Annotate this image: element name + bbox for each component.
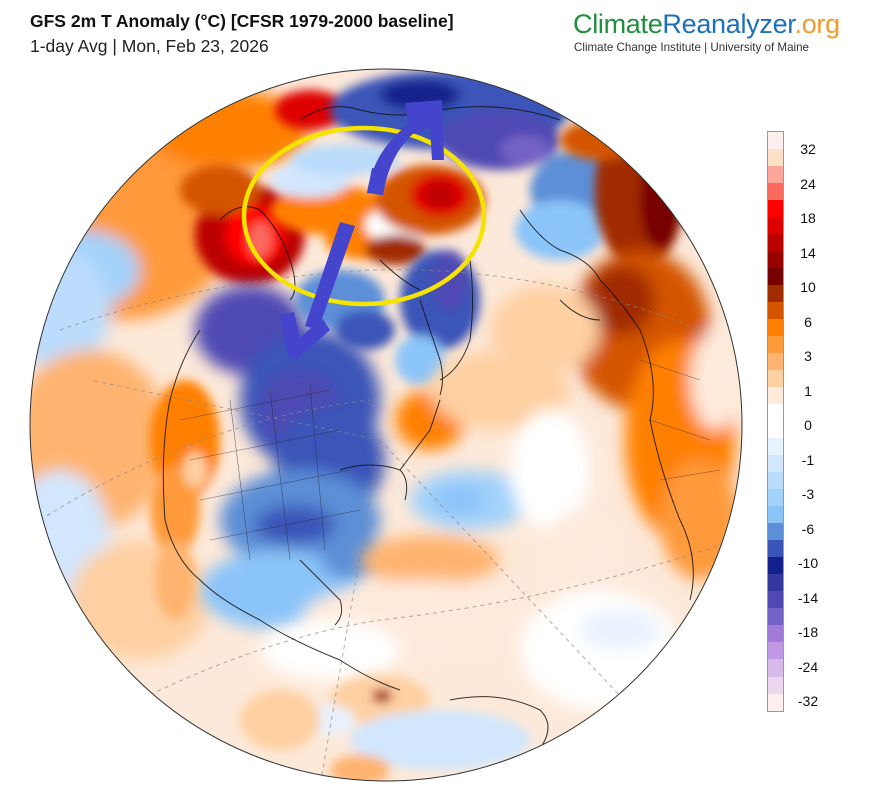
colorbar-label: 10 xyxy=(800,279,816,295)
colorbar-swatch xyxy=(768,506,783,524)
colorbar-swatch xyxy=(768,285,783,303)
colorbar-swatch xyxy=(768,608,783,626)
colorbar-swatch xyxy=(768,574,783,592)
colorbar-label: -32 xyxy=(797,693,819,709)
colorbar-label: 0 xyxy=(804,417,812,433)
colorbar-label: -10 xyxy=(797,555,819,571)
colorbar-swatch xyxy=(768,642,783,660)
colorbar-swatch xyxy=(768,421,783,439)
colorbar-swatch xyxy=(768,251,783,269)
colorbar-label: 14 xyxy=(800,244,816,261)
colorbar-swatch xyxy=(768,319,783,337)
colorbar-swatch xyxy=(768,557,783,575)
colorbar-label: -3 xyxy=(801,486,815,502)
arrow-northeast-icon xyxy=(367,100,444,195)
colorbar-swatch xyxy=(768,387,783,405)
colorbar-swatch xyxy=(768,217,783,235)
colorbar-swatch xyxy=(768,132,783,150)
colorbar-swatch xyxy=(768,625,783,643)
brand-part-reanalyzer: Reanalyzer xyxy=(662,9,795,39)
colorbar xyxy=(767,131,784,712)
colorbar-swatch xyxy=(768,183,783,201)
colorbar-label: 32 xyxy=(800,141,816,157)
colorbar-swatch xyxy=(768,404,783,422)
colorbar-swatch xyxy=(768,353,783,371)
colorbar-swatch xyxy=(768,591,783,609)
brand-part-climate: Climate xyxy=(573,9,663,39)
colorbar-swatch xyxy=(768,302,783,320)
colorbar-label: -18 xyxy=(797,624,819,640)
arctic-ellipse-annotation xyxy=(241,125,487,307)
colorbar-swatch xyxy=(768,659,783,677)
colorbar-label: 18 xyxy=(800,210,816,226)
colorbar-swatch xyxy=(768,149,783,167)
colorbar-swatch xyxy=(768,200,783,218)
colorbar-label: -14 xyxy=(797,589,819,606)
colorbar-swatch xyxy=(768,455,783,473)
colorbar-label: -1 xyxy=(801,451,815,468)
colorbar-swatch xyxy=(768,438,783,456)
colorbar-swatch xyxy=(768,540,783,558)
colorbar-label: -6 xyxy=(801,520,815,537)
colorbar-swatch xyxy=(768,676,783,694)
colorbar-label: 1 xyxy=(804,382,812,399)
colorbar-swatch xyxy=(768,693,783,711)
globe-outline xyxy=(29,68,743,782)
brand-logo[interactable]: ClimateReanalyzer.org xyxy=(573,9,840,40)
colorbar-swatch xyxy=(768,268,783,286)
colorbar-label: 6 xyxy=(804,313,812,330)
colorbar-swatch xyxy=(768,166,783,184)
colorbar-label: 3 xyxy=(804,348,812,364)
colorbar-swatch xyxy=(768,336,783,354)
map-title: GFS 2m T Anomaly (°C) [CFSR 1979-2000 ba… xyxy=(30,11,454,31)
colorbar-label: 24 xyxy=(800,175,816,192)
map-subtitle: 1-day Avg | Mon, Feb 23, 2026 xyxy=(30,36,269,56)
brand-part-org: .org xyxy=(794,9,841,39)
colorbar-swatch xyxy=(768,370,783,388)
colorbar-swatch xyxy=(768,472,783,490)
arrow-southwest-icon xyxy=(280,222,355,360)
colorbar-swatch xyxy=(768,489,783,507)
colorbar-swatch xyxy=(768,523,783,541)
brand-tagline: Climate Change Institute | University of… xyxy=(574,41,809,54)
colorbar-swatch xyxy=(768,234,783,252)
colorbar-label: -24 xyxy=(797,658,819,675)
